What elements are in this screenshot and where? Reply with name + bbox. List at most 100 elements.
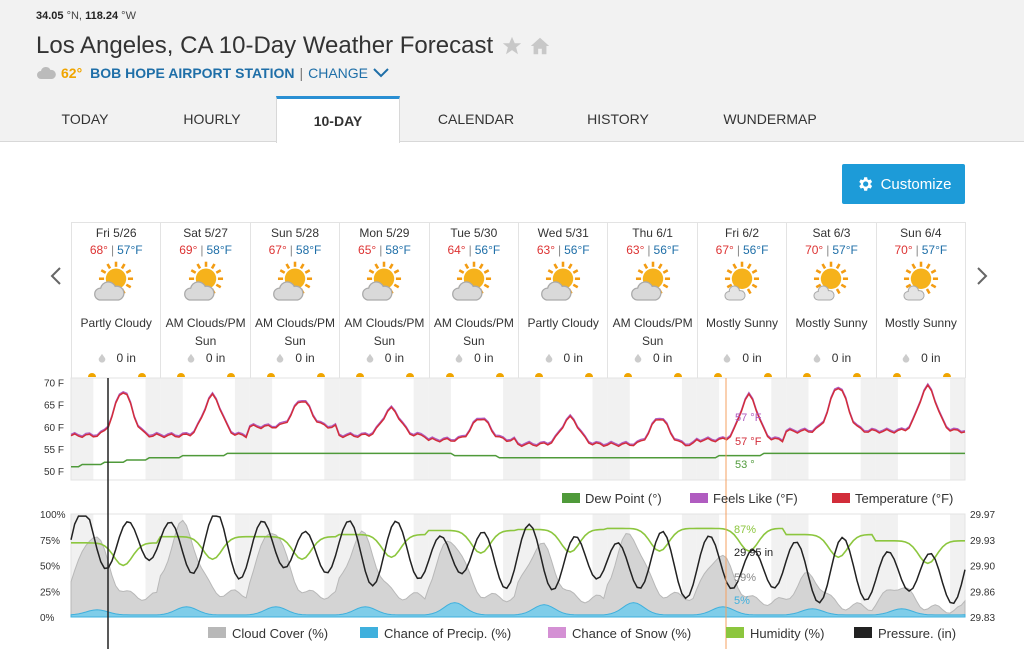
y-tick-label: 25% [40, 587, 60, 598]
tab-today[interactable]: TODAY [61, 111, 109, 127]
sunrise-sunset-icon [177, 373, 236, 377]
previous-arrow-icon[interactable] [48, 266, 64, 286]
page-title: Los Angeles, CA 10-Day Weather Forecast [36, 32, 494, 59]
cursor-cloud-cover-label: 59% [734, 572, 756, 584]
legend-label: Cloud Cover (%) [232, 626, 328, 641]
day-condition: AM Clouds/PM Sun [433, 316, 514, 348]
day-condition: Mostly Sunny [884, 316, 957, 330]
day-temps: 70° | 57°F [805, 243, 858, 257]
day-column[interactable]: Thu 6/1 63° | 56°F AM Clouds/PM Sun 0 in [608, 223, 698, 378]
low-temp: 58°F [295, 243, 322, 257]
legend-swatch [726, 627, 744, 638]
forecast-chart[interactable]: 70 F 65 F 60 F 55 F 50 F 100% 75% 50% 25% 0% 29.97… [0, 372, 1024, 649]
day-temps: 70° | 57°F [894, 243, 948, 257]
day-temps: 64° | 56°F [447, 243, 501, 257]
day-temps: 67° | 56°F [715, 243, 769, 257]
raindrop-icon [545, 353, 552, 363]
night-band [681, 378, 697, 480]
day-condition: AM Clouds/PM Sun [165, 316, 246, 348]
legend-label: Temperature (°F) [855, 491, 953, 506]
cursor-temperature-label: 57 °F [735, 436, 762, 448]
day-column[interactable]: Fri 6/2 67° | 56°F Mostly Sunny 0 in [698, 223, 788, 378]
pressure-line [70, 515, 966, 605]
day-name: Sun 5/28 [270, 226, 320, 240]
tab-history[interactable]: HISTORY [587, 111, 649, 127]
legend-swatch [360, 627, 378, 638]
partly-cloudy-icon [183, 261, 223, 301]
latitude-value: 34.05 [36, 10, 64, 22]
raindrop-icon [366, 353, 374, 363]
day-temps: 63° | 56°F [536, 243, 590, 257]
mostly-sunny-icon [724, 261, 760, 301]
customize-button[interactable]: Customize [842, 164, 965, 204]
night-band [518, 378, 541, 480]
current-temperature: 62° [61, 65, 83, 81]
sunrise-sunset-icon [266, 373, 325, 377]
day-column[interactable]: Wed 5/31 63° | 56°F Partly Cloudy 0 in [519, 223, 609, 378]
night-band [339, 378, 362, 480]
night-band [413, 378, 429, 480]
day-column[interactable]: Fri 5/26 68° | 57°F Partly Cloudy 0 in [71, 223, 162, 378]
longitude-unit: °W [121, 10, 136, 22]
night-band [234, 378, 250, 480]
raindrop-icon [276, 353, 284, 363]
next-arrow-icon[interactable] [974, 266, 990, 286]
y-tick-label: 75% [40, 536, 60, 547]
day-precip: 0 in [161, 351, 249, 365]
tab-calendar[interactable]: CALENDAR [437, 111, 515, 127]
day-name: Sat 6/3 [812, 226, 851, 240]
legend-swatch [690, 493, 708, 503]
day-condition: Mostly Sunny [795, 316, 868, 330]
day-condition: AM Clouds/PM Sun [255, 316, 336, 348]
raindrop-icon [187, 353, 195, 363]
station-name[interactable]: BOB HOPE AIRPORT STATION [90, 65, 295, 81]
gear-icon [858, 177, 872, 191]
tab-10-day[interactable]: 10-DAY [276, 96, 400, 143]
legend-label: Chance of Snow (%) [572, 626, 691, 641]
tab-wundermap[interactable]: WUNDERMAP [723, 111, 817, 127]
precip-amount: 0 in [295, 351, 315, 365]
station-selector: 62° BOB HOPE AIRPORT STATION | CHANGE [36, 64, 389, 82]
home-icon[interactable] [529, 35, 551, 57]
legend-swatch [548, 627, 566, 638]
day-name: Tue 5/30 [450, 226, 498, 240]
low-temp: 56°F [564, 243, 590, 257]
day-temps: 67° | 58°F [268, 243, 322, 257]
legend-label: Feels Like (°F) [713, 491, 798, 506]
night-band [71, 378, 94, 480]
high-temp: 63° [626, 243, 645, 257]
day-column[interactable]: Sun 6/4 70° | 57°F Mostly Sunny 0 in [877, 223, 967, 378]
legend-label: Chance of Precip. (%) [384, 626, 511, 641]
night-band [860, 514, 876, 617]
night-band [696, 378, 720, 480]
day-column[interactable]: Mon 5/29 65° | 58°F AM Clouds/PM Sun 0 in [340, 223, 430, 378]
page-header: 34.05 °N, 118.24 °W Los Angeles, CA 10-D… [0, 0, 1024, 143]
tab-hourly[interactable]: HOURLY [183, 111, 241, 127]
day-column[interactable]: Sat 6/3 70° | 57°F Mostly Sunny 0 in [787, 223, 877, 378]
high-temp: 70° [894, 243, 913, 257]
day-column[interactable]: Sat 5/27 69° | 58°F AM Clouds/PM Sun 0 in [161, 223, 251, 378]
legend-label: Humidity (%) [750, 626, 824, 641]
sunrise-sunset-icon [624, 373, 683, 377]
night-band [592, 378, 608, 480]
day-name: Mon 5/29 [359, 226, 410, 240]
day-temps: 63° | 56°F [626, 243, 680, 257]
cursor-pressure-label: 29.95 in [734, 547, 773, 559]
legend-swatch [854, 627, 872, 638]
chevron-down-icon[interactable] [373, 68, 389, 78]
low-temp: 57°F [832, 243, 858, 257]
day-column[interactable]: Tue 5/30 64° | 56°F AM Clouds/PM Sun 0 in [430, 223, 520, 378]
night-band [503, 378, 518, 480]
low-temp: 56°F [742, 243, 769, 257]
change-station-link[interactable]: CHANGE [308, 65, 369, 81]
high-temp: 68° [89, 243, 108, 257]
high-temp: 63° [536, 243, 555, 257]
day-name: Sat 5/27 [183, 226, 228, 240]
high-temp: 70° [805, 243, 824, 257]
night-band [324, 378, 340, 480]
night-band [160, 378, 183, 480]
favorite-star-icon[interactable] [501, 35, 523, 57]
day-column[interactable]: Sun 5/28 67° | 58°F AM Clouds/PM Sun 0 in [251, 223, 341, 378]
cursor-feels-like-label: 57 °F [735, 412, 762, 424]
night-band [592, 514, 608, 617]
